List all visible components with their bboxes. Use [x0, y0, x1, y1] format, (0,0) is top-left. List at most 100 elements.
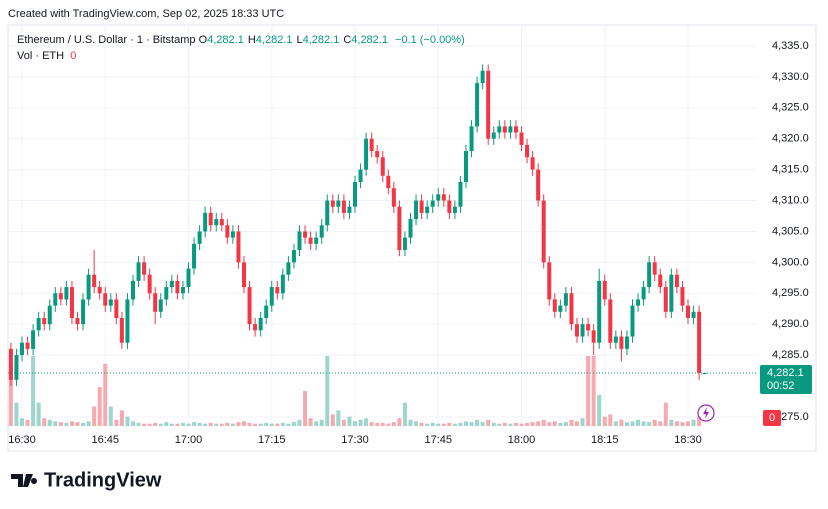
candle-body [414, 200, 419, 220]
volume-bar [303, 391, 308, 426]
candle-body [597, 280, 602, 343]
legend-key: L [296, 34, 303, 46]
volume-bar [369, 422, 374, 426]
candle-body [330, 200, 335, 207]
volume-bar [597, 394, 602, 426]
x-tick-label: 18:30 [674, 434, 702, 446]
volume-bar [58, 422, 63, 426]
volume-bar [280, 422, 285, 426]
volume-bar [674, 421, 679, 426]
candle-body [369, 138, 374, 152]
replay-bolt[interactable] [703, 407, 709, 419]
volume-bar [652, 419, 657, 426]
volume-bar [297, 419, 302, 426]
volume-bar [219, 423, 224, 426]
candle-body [258, 317, 263, 331]
logo: TradingView [11, 469, 162, 491]
legend-key: C [343, 34, 352, 46]
candle-body [364, 138, 369, 170]
candle-body [314, 237, 319, 244]
candle-body [397, 206, 402, 250]
y-tick-label: 4,325.0 [772, 102, 809, 114]
volume-bar [380, 422, 385, 426]
volume-bar [591, 356, 596, 426]
candle-body [225, 225, 230, 238]
x-tick-label: 17:00 [175, 434, 203, 446]
candle-body [452, 206, 457, 213]
candle-body [286, 262, 291, 275]
volume-bar [497, 423, 502, 426]
candle-body [219, 219, 224, 226]
axes: 4,275.0 4,285.0 4,290.0 4,295.0 4,300.0 4,305… [8, 40, 812, 446]
candle-body [8, 348, 13, 380]
candle-body [208, 212, 213, 226]
volume-bar [669, 419, 674, 426]
chart-frame [7, 24, 817, 452]
candle-body [58, 293, 63, 300]
volume-bar [69, 421, 74, 426]
volume-bar [8, 363, 13, 426]
volume-bar [136, 422, 141, 426]
legend-value: 4,282.1 [207, 34, 244, 46]
volume-bar [397, 418, 402, 426]
volume-bar [530, 422, 535, 426]
candle-body [153, 293, 158, 312]
candle-body [508, 126, 513, 133]
volume-bar [119, 410, 124, 426]
volume-bar [402, 402, 407, 426]
volume-bar [358, 419, 363, 426]
candle-body [119, 317, 124, 343]
candle-body [31, 330, 36, 349]
candle-body [247, 287, 252, 325]
candle-body [358, 169, 363, 182]
candle-body [525, 144, 530, 158]
candle-body [203, 212, 208, 232]
volume-bar [452, 423, 457, 426]
volume-bar [131, 421, 135, 426]
volume-bar [436, 423, 441, 426]
volume-bar [153, 422, 158, 426]
candle-body [502, 126, 507, 133]
candle-body [92, 274, 97, 288]
volume-bar [513, 422, 518, 426]
replay-icon[interactable] [697, 404, 715, 422]
candle-body [441, 194, 446, 201]
volume-bar [508, 423, 513, 426]
candle-body [336, 200, 341, 207]
volume-bar [563, 422, 568, 426]
volume-legend: Vol · ETH 0 [17, 50, 76, 62]
candle-body [541, 200, 546, 263]
candle-body [386, 175, 391, 189]
volume-bar [552, 421, 557, 426]
volume-bar [336, 410, 341, 426]
volume-bar [108, 406, 113, 426]
change: −0.1 (−0.00%) [395, 34, 465, 46]
logo-icon [11, 474, 38, 487]
candle-body [47, 305, 52, 325]
candle-body [25, 342, 30, 349]
volume-bar [291, 422, 296, 426]
candle-body [325, 200, 330, 226]
volume-bar [36, 402, 41, 426]
candle-body [175, 280, 180, 294]
volume-bar [319, 419, 324, 426]
candle-body [97, 287, 102, 294]
volume-bar [186, 423, 191, 426]
volume-bar [425, 423, 430, 426]
y-tick-label: 4,310.0 [772, 194, 809, 206]
candle-body [575, 324, 579, 337]
candle-body [108, 299, 113, 306]
candle-body [674, 274, 679, 288]
y-tick-label: 4,285.0 [772, 349, 809, 361]
volume-bar [258, 423, 263, 426]
candle-body [380, 157, 385, 176]
volume-bar [269, 423, 274, 426]
symbol-title: Ethereum / U.S. Dollar · 1 · Bitstamp [17, 34, 196, 46]
candle-body [486, 70, 491, 139]
volume-bar [47, 419, 52, 426]
candle-body [64, 287, 69, 300]
candle-body [480, 70, 485, 84]
volume-bar [247, 422, 252, 426]
candle-body [630, 305, 635, 337]
